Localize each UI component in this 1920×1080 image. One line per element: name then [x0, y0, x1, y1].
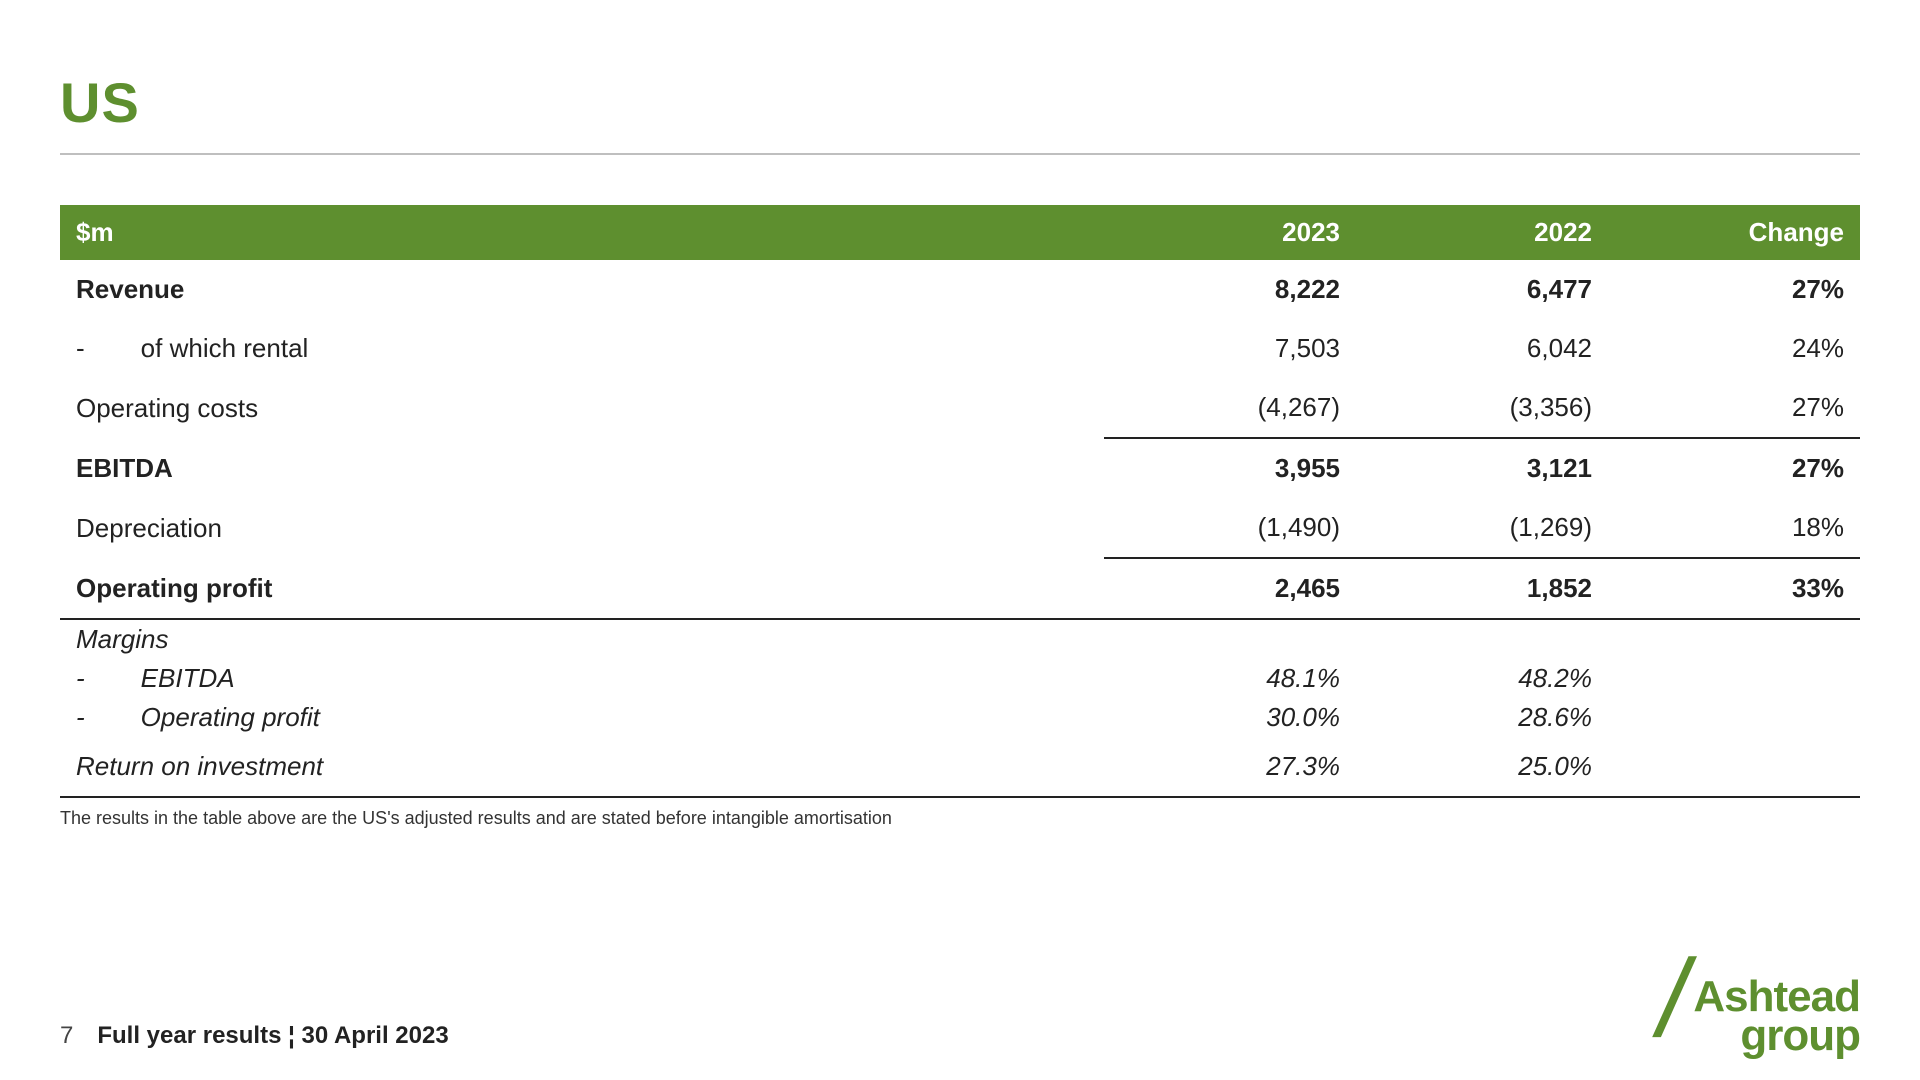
table-footnote: The results in the table above are the U… — [60, 808, 1860, 829]
row-depreciation: Depreciation (1,490) (1,269) 18% — [60, 498, 1860, 558]
cell-change: 27% — [1608, 378, 1860, 438]
cell-2023: 27.3% — [1104, 737, 1356, 797]
slide-footer: 7 Full year results ¦ 30 April 2023 — [60, 1022, 449, 1050]
cell-change — [1608, 698, 1860, 737]
cell-label: Depreciation — [60, 498, 1104, 558]
cell-change — [1608, 737, 1860, 797]
cell-2023: (4,267) — [1104, 378, 1356, 438]
cell-2023: 3,955 — [1104, 438, 1356, 498]
logo-line2: group — [1693, 1016, 1860, 1056]
col-2023: 2023 — [1104, 205, 1356, 260]
col-label: $m — [60, 205, 1104, 260]
cell-change — [1608, 659, 1860, 698]
table-header: $m 2023 2022 Change — [60, 205, 1860, 260]
cell-2023: 7,503 — [1104, 319, 1356, 378]
cell-label: EBITDA — [60, 659, 1104, 698]
cell-2022: (1,269) — [1356, 498, 1608, 558]
cell-2023: 30.0% — [1104, 698, 1356, 737]
cell-2023: 2,465 — [1104, 558, 1356, 619]
row-ebitda: EBITDA 3,955 3,121 27% — [60, 438, 1860, 498]
company-logo: Ashtead group — [1693, 977, 1860, 1056]
slide: US $m 2023 2022 Change Revenue 8,222 6,4… — [0, 0, 1920, 1080]
cell-label: EBITDA — [60, 438, 1104, 498]
col-2022: 2022 — [1356, 205, 1608, 260]
cell-label: Revenue — [60, 260, 1104, 319]
cell-label: Margins — [60, 619, 1104, 659]
cell-change: 24% — [1608, 319, 1860, 378]
cell-label: Operating costs — [60, 378, 1104, 438]
cell-2022: 1,852 — [1356, 558, 1608, 619]
cell-2022: (3,356) — [1356, 378, 1608, 438]
cell-change: 18% — [1608, 498, 1860, 558]
cell-2023: (1,490) — [1104, 498, 1356, 558]
row-roi: Return on investment 27.3% 25.0% — [60, 737, 1860, 797]
cell-2022: 48.2% — [1356, 659, 1608, 698]
financial-table: $m 2023 2022 Change Revenue 8,222 6,477 … — [60, 205, 1860, 829]
title-divider — [60, 153, 1860, 155]
cell-2022: 6,477 — [1356, 260, 1608, 319]
footer-text: Full year results ¦ 30 April 2023 — [97, 1022, 448, 1050]
row-rental: of which rental 7,503 6,042 24% — [60, 319, 1860, 378]
col-change: Change — [1608, 205, 1860, 260]
row-margin-opprofit: Operating profit 30.0% 28.6% — [60, 698, 1860, 737]
page-number: 7 — [60, 1022, 73, 1050]
cell-2022: 25.0% — [1356, 737, 1608, 797]
cell-2022: 28.6% — [1356, 698, 1608, 737]
cell-2023: 8,222 — [1104, 260, 1356, 319]
cell-2022: 6,042 — [1356, 319, 1608, 378]
row-operating-profit: Operating profit 2,465 1,852 33% — [60, 558, 1860, 619]
cell-label: Operating profit — [60, 698, 1104, 737]
page-title: US — [60, 70, 1860, 135]
row-revenue: Revenue 8,222 6,477 27% — [60, 260, 1860, 319]
cell-label: Return on investment — [60, 737, 1104, 797]
cell-2022: 3,121 — [1356, 438, 1608, 498]
row-operating-costs: Operating costs (4,267) (3,356) 27% — [60, 378, 1860, 438]
cell-change: 27% — [1608, 438, 1860, 498]
cell-change: 33% — [1608, 558, 1860, 619]
cell-2023: 48.1% — [1104, 659, 1356, 698]
cell-label: of which rental — [60, 319, 1104, 378]
row-margin-ebitda: EBITDA 48.1% 48.2% — [60, 659, 1860, 698]
cell-change: 27% — [1608, 260, 1860, 319]
cell-label: Operating profit — [60, 558, 1104, 619]
row-margins-header: Margins — [60, 619, 1860, 659]
